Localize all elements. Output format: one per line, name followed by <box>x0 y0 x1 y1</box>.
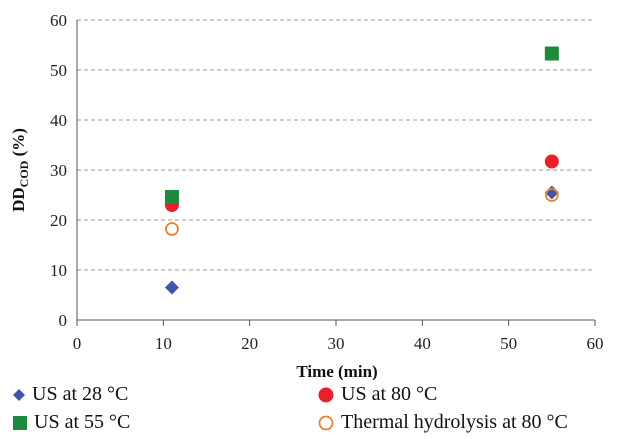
data-point-diamond <box>544 185 559 200</box>
y-tick-label: 0 <box>59 311 68 330</box>
x-tick-label: 50 <box>500 334 517 353</box>
legend-item-us-80: US at 80 °C <box>317 383 437 406</box>
y-tick-label: 10 <box>50 261 67 280</box>
legend-diamond-marker <box>13 388 25 401</box>
x-tick-label: 40 <box>414 334 431 353</box>
x-tick-label: 20 <box>241 334 258 353</box>
legend-open-circle-marker <box>318 415 334 430</box>
legend-item-thermal-80: Thermal hydrolysis at 80 °C <box>317 411 568 434</box>
y-axis-title-subscript: COD <box>17 160 31 187</box>
legend-label: US at 80 °C <box>341 383 438 405</box>
data-point-open-circle <box>165 222 179 236</box>
legend-item-us-28: US at 28 °C <box>12 383 128 406</box>
y-axis-title: DDCOD (%) <box>9 128 31 212</box>
x-tick-label: 30 <box>328 334 345 353</box>
legend-label: US at 55 °C <box>34 411 131 433</box>
y-tick-label: 30 <box>50 161 67 180</box>
x-tick-label: 60 <box>587 334 604 353</box>
legend-label: US at 28 °C <box>32 383 129 405</box>
y-axis-title-main: DD <box>9 187 28 212</box>
y-axis-title-suffix: (%) <box>9 128 28 161</box>
data-points <box>164 46 559 295</box>
data-point-circle <box>544 154 559 169</box>
y-tick-label: 60 <box>50 11 67 30</box>
x-tick-labels: 0 10 20 30 40 50 60 <box>73 334 604 353</box>
y-tick-label: 20 <box>50 211 67 230</box>
data-point-square <box>164 190 179 204</box>
y-tick-labels: 0 10 20 30 40 50 60 <box>50 11 67 330</box>
legend-item-us-55: US at 55 °C <box>12 411 130 434</box>
axes <box>76 20 596 326</box>
gridlines <box>77 19 595 271</box>
x-axis-title: Time (min) <box>296 362 377 380</box>
scatter-chart: 0 10 20 30 40 50 60 0 10 20 30 40 50 60 Time (min) D… <box>9 11 604 380</box>
y-axis-title-group: DDCOD (%) <box>9 128 31 212</box>
legend-square-marker <box>13 415 27 430</box>
legend-circle-marker <box>318 387 334 402</box>
x-tick-label: 10 <box>155 334 172 353</box>
y-tick-label: 50 <box>50 61 67 80</box>
x-tick-label: 0 <box>73 334 82 353</box>
y-tick-label: 40 <box>50 111 67 130</box>
data-point-open-circle <box>544 188 559 202</box>
data-point-diamond <box>164 280 179 295</box>
legend: US at 28 °C US at 80 °C US at 55 °C Ther… <box>0 380 620 439</box>
data-point-square <box>544 46 559 61</box>
legend-label: Thermal hydrolysis at 80 °C <box>341 411 568 433</box>
